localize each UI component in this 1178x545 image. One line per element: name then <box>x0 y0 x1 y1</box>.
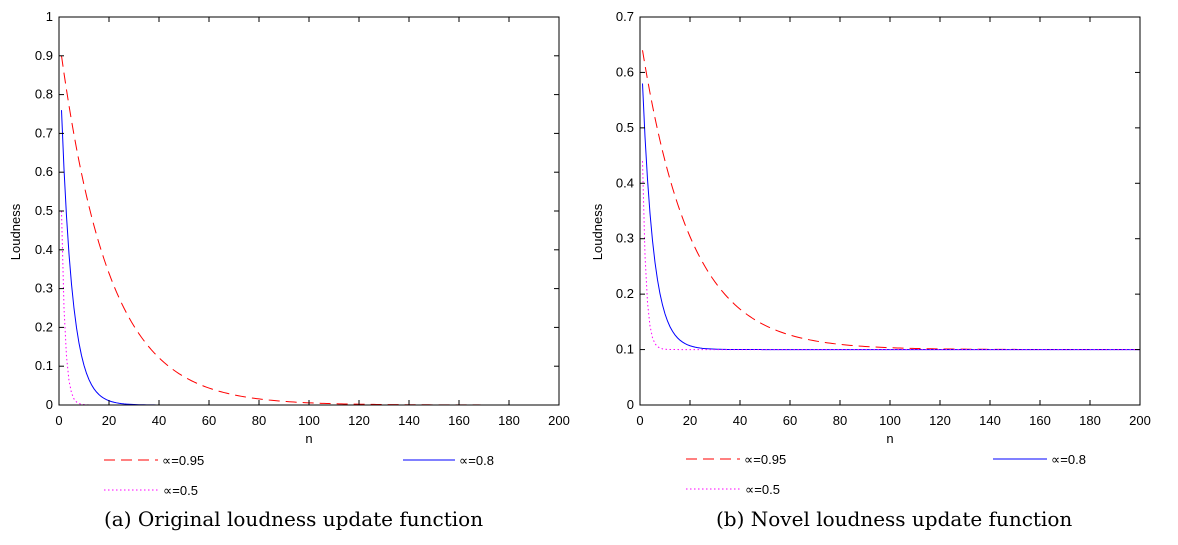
x-tick-label: 100 <box>298 413 320 428</box>
caption-b: (b) Novel loudness update function <box>716 507 1073 531</box>
legend-label-2: ∝=0.5 <box>163 483 198 498</box>
x-tick-label: 80 <box>252 413 266 428</box>
y-tick-label: 0.4 <box>35 242 53 257</box>
x-tick-label: 60 <box>783 413 797 428</box>
x-axis-label: n <box>886 431 893 446</box>
x-tick-label: 120 <box>348 413 370 428</box>
x-tick-label: 140 <box>398 413 420 428</box>
x-tick-label: 60 <box>202 413 216 428</box>
series-line-2 <box>61 210 559 406</box>
axes-frame <box>58 16 560 406</box>
x-tick-label: 160 <box>448 413 470 428</box>
legend-label-1: ∝=0.8 <box>1051 452 1086 467</box>
x-tick-label: 180 <box>1079 413 1101 428</box>
y-tick-label: 0.9 <box>35 48 53 63</box>
series-line-0 <box>61 55 559 406</box>
x-tick-label: 120 <box>929 413 951 428</box>
x-tick-label: 200 <box>548 413 570 428</box>
series-line-0 <box>642 50 1140 351</box>
y-tick-label: 0.6 <box>616 64 634 79</box>
y-tick-label: 0.1 <box>35 358 53 373</box>
x-tick-label: 180 <box>498 413 520 428</box>
x-tick-label: 0 <box>55 413 62 428</box>
series-line-1 <box>61 110 559 406</box>
y-tick-label: 0.5 <box>35 203 53 218</box>
plot-area <box>642 50 1140 351</box>
axes-frame <box>639 16 1141 406</box>
x-tick-label: 140 <box>979 413 1001 428</box>
x-tick-label: 40 <box>733 413 747 428</box>
x-tick-label: 100 <box>879 413 901 428</box>
y-tick-label: 0 <box>46 397 53 412</box>
plot-area <box>61 55 559 406</box>
legend-label-1: ∝=0.8 <box>459 453 494 468</box>
legend-label-2: ∝=0.5 <box>745 482 780 497</box>
legend: ∝=0.95 ∝=0.8 ∝=0.5 <box>104 453 494 498</box>
chart-b: 0 20 40 60 80 100 120 140 160 180 200 0 0.1 0.2 0.3 0.4… <box>590 9 1151 497</box>
x-tick-label: 200 <box>1129 413 1151 428</box>
y-axis-label: Loudness <box>590 203 605 260</box>
y-tick-label: 0.8 <box>35 87 53 102</box>
legend-label-0: ∝=0.95 <box>744 452 786 467</box>
y-tick-label: 0.6 <box>35 164 53 179</box>
x-tick-label: 80 <box>833 413 847 428</box>
y-tick-label: 0.5 <box>616 120 634 135</box>
y-tick-label: 0.4 <box>616 175 634 190</box>
chart-a: 0 20 40 60 80 100 120 140 160 180 200 0 0.1 0.2 0.3 0.4… <box>8 9 570 498</box>
y-tick-label: 0.7 <box>35 125 53 140</box>
x-tick-label: 160 <box>1029 413 1051 428</box>
y-tick-label: 0.1 <box>616 342 634 357</box>
x-tick-label: 20 <box>102 413 116 428</box>
x-tick-label: 0 <box>636 413 643 428</box>
y-axis-label: Loudness <box>8 203 23 260</box>
y-tick-label: 0.3 <box>35 281 53 296</box>
legend-label-0: ∝=0.95 <box>162 453 204 468</box>
series-line-1 <box>642 83 1140 351</box>
series-line-2 <box>642 161 1140 351</box>
y-tick-label: 0 <box>627 397 634 412</box>
y-tick-label: 0.2 <box>35 319 53 334</box>
caption-a: (a) Original loudness update function <box>104 507 484 531</box>
x-tick-label: 20 <box>683 413 697 428</box>
y-tick-label: 0.7 <box>616 9 634 24</box>
y-tick-label: 0.2 <box>616 286 634 301</box>
y-tick-label: 0.3 <box>616 231 634 246</box>
y-tick-label: 1 <box>46 9 53 24</box>
legend: ∝=0.95 ∝=0.8 ∝=0.5 <box>686 452 1086 497</box>
x-tick-label: 40 <box>152 413 166 428</box>
x-axis-label: n <box>305 431 312 446</box>
